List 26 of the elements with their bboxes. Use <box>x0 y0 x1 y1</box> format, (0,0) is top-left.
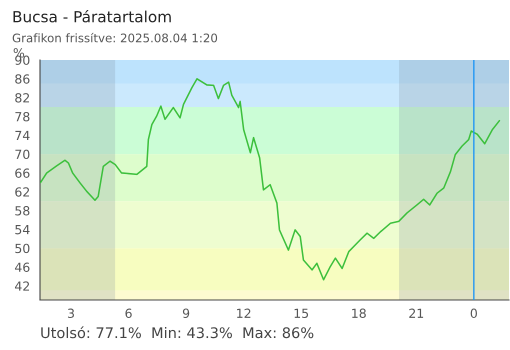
y-tick-label: 74 <box>15 130 30 140</box>
x-tick-label: 15 <box>294 308 308 318</box>
y-axis-title: % <box>14 48 24 58</box>
y-tick-label: 82 <box>15 93 30 103</box>
y-tick-label: 58 <box>15 206 30 216</box>
y-tick-label: 54 <box>15 225 30 234</box>
y-tick-label: 70 <box>15 150 30 160</box>
y-tick-label: 42 <box>14 281 30 291</box>
y-tick-label: 90 <box>15 55 30 65</box>
y-tick-label: 46 <box>14 262 30 272</box>
y-tick-label: 66 <box>15 168 30 178</box>
y-tick-label: 78 <box>15 112 30 122</box>
y-tick-label: 86 <box>15 74 30 84</box>
x-tick-label: 9 <box>182 308 190 318</box>
x-tick-label: 21 <box>409 308 424 318</box>
text: Utolsó: 77.1% Min: 43.3% Max: 86% <box>41 326 314 338</box>
x-tick-label: 3 <box>68 308 74 318</box>
x-tick-label: 18 <box>352 308 366 318</box>
x-tick-label: 0 <box>470 308 477 318</box>
chart-subtitle: Grafikon frissítve: 2025.08.04 1:20 <box>12 32 218 42</box>
y-tick-label: 62 <box>15 187 30 197</box>
y-tick-label: 50 <box>15 244 30 254</box>
x-tick-label: 6 <box>125 308 132 318</box>
line-series <box>40 78 500 281</box>
x-tick-label: 12 <box>237 308 250 318</box>
chart-title: Bucsa - Páratartalom <box>14 10 171 22</box>
